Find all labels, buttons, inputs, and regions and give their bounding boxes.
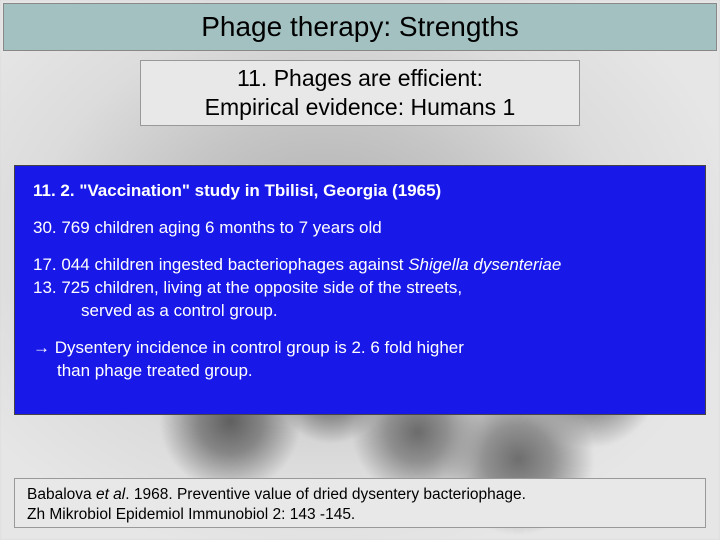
slide-title: Phage therapy: Strengths: [201, 11, 519, 43]
citation-authors-italic: et al: [96, 486, 125, 503]
content-box: 11. 2. "Vaccination" study in Tbilisi, G…: [14, 165, 706, 415]
title-bar: Phage therapy: Strengths: [3, 3, 717, 51]
arrow-icon: →: [33, 338, 50, 357]
conclusion-text-1: Dysentery incidence in control group is …: [55, 338, 464, 357]
subtitle-line-2: Empirical evidence: Humans 1: [205, 93, 516, 122]
content-conclusion-1: → Dysentery incidence in control group i…: [33, 337, 687, 360]
content-heading: 11. 2. "Vaccination" study in Tbilisi, G…: [33, 180, 687, 203]
content-line-1: 30. 769 children aging 6 months to 7 yea…: [33, 217, 687, 240]
content-line-3: 13. 725 children, living at the opposite…: [33, 277, 687, 300]
citation-rest: . 1968. Preventive value of dried dysent…: [125, 486, 526, 503]
citation-line-1: Babalova et al. 1968. Preventive value o…: [27, 485, 693, 505]
content-line-2: 17. 044 children ingested bacteriophages…: [33, 254, 687, 277]
subtitle-box: 11. Phages are efficient: Empirical evid…: [140, 60, 580, 126]
citation-box: Babalova et al. 1968. Preventive value o…: [14, 478, 706, 528]
content-line-2a: 17. 044 children ingested bacteriophages…: [33, 255, 408, 274]
content-line-4: served as a control group.: [33, 300, 687, 323]
content-line-2b-italic: Shigella dysenteriae: [408, 255, 561, 274]
content-conclusion-2: than phage treated group.: [33, 360, 687, 383]
citation-line-2: Zh Mikrobiol Epidemiol Immunobiol 2: 143…: [27, 505, 693, 525]
citation-authors-prefix: Babalova: [27, 486, 96, 503]
subtitle-line-1: 11. Phages are efficient:: [237, 64, 483, 93]
